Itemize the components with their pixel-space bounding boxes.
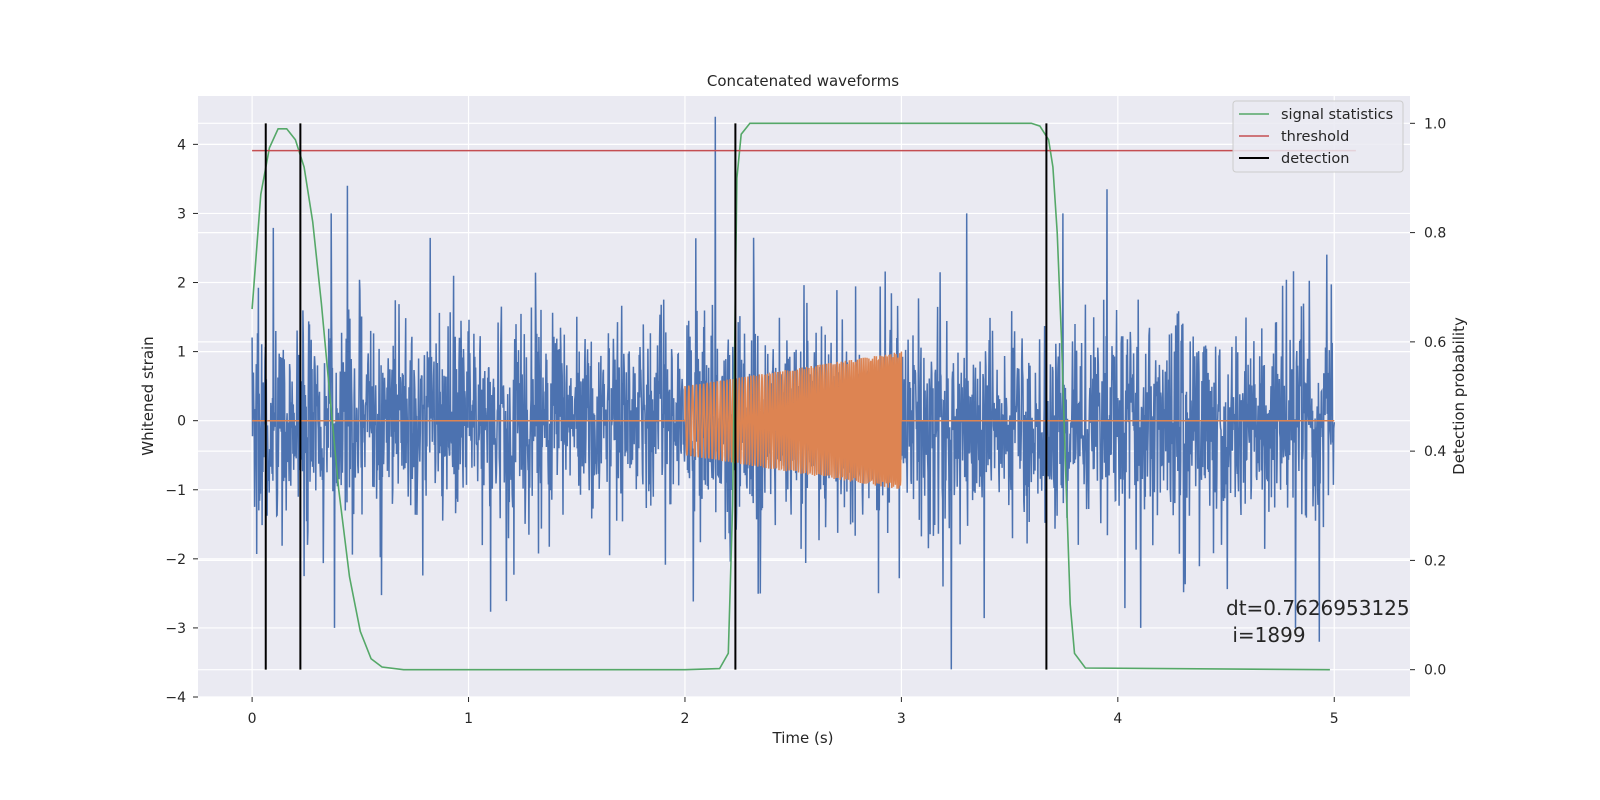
y-tick-label: −4 [165, 690, 186, 706]
y-tick-label-right: 0.2 [1424, 553, 1446, 569]
x-tick-labels: 0 1 2 3 4 5 [248, 697, 1339, 727]
detection-series [264, 123, 1048, 670]
annotation-i: i=1899 [1226, 623, 1306, 647]
x-tick-label: 2 [681, 711, 690, 727]
legend-box [1232, 100, 1404, 173]
y-tick-label-right: 0.8 [1424, 226, 1446, 242]
x-tick-label: 0 [248, 711, 257, 727]
signal-line [252, 351, 1335, 489]
y-tick-label: −1 [165, 483, 186, 499]
y-tick-label-right: 0.6 [1424, 335, 1446, 351]
x-tick-label: 4 [1113, 711, 1122, 727]
y-tick-label: 4 [177, 137, 186, 153]
y-tick-label-right: 0.0 [1424, 663, 1446, 679]
y-tick-label: 2 [177, 276, 186, 292]
legend: signal statistics threshold detection [1232, 100, 1404, 173]
y-tick-labels-right: 0.0 0.2 0.4 0.6 0.8 1.0 [1410, 116, 1446, 679]
y-tick-label: −2 [165, 552, 186, 568]
annotation-dt: dt=0.7626953125 [1226, 596, 1410, 620]
y-tick-labels-left: −4 −3 −2 −1 0 1 2 3 4 [165, 137, 198, 706]
legend-label-threshold: threshold [1281, 129, 1349, 145]
y-tick-label-right: 0.4 [1424, 444, 1446, 460]
signal-series [252, 351, 1335, 489]
x-axis-label: Time (s) [772, 729, 834, 747]
x-tick-label: 5 [1330, 711, 1339, 727]
x-tick-label: 3 [897, 711, 906, 727]
y-tick-label: 0 [177, 414, 186, 430]
x-tick-label: 1 [464, 711, 473, 727]
legend-label-signal-statistics: signal statistics [1281, 107, 1393, 123]
y-tick-label: 1 [177, 345, 186, 361]
y-tick-label: 3 [177, 206, 186, 222]
y-axis-label-right: Detection probability [1450, 317, 1468, 475]
chart-title: Concatenated waveforms [707, 72, 899, 90]
legend-label-detection: detection [1281, 151, 1349, 167]
y-axis-label: Whitened strain [139, 336, 157, 455]
y-tick-label: −3 [165, 621, 186, 637]
y-tick-label-right: 1.0 [1424, 116, 1446, 132]
